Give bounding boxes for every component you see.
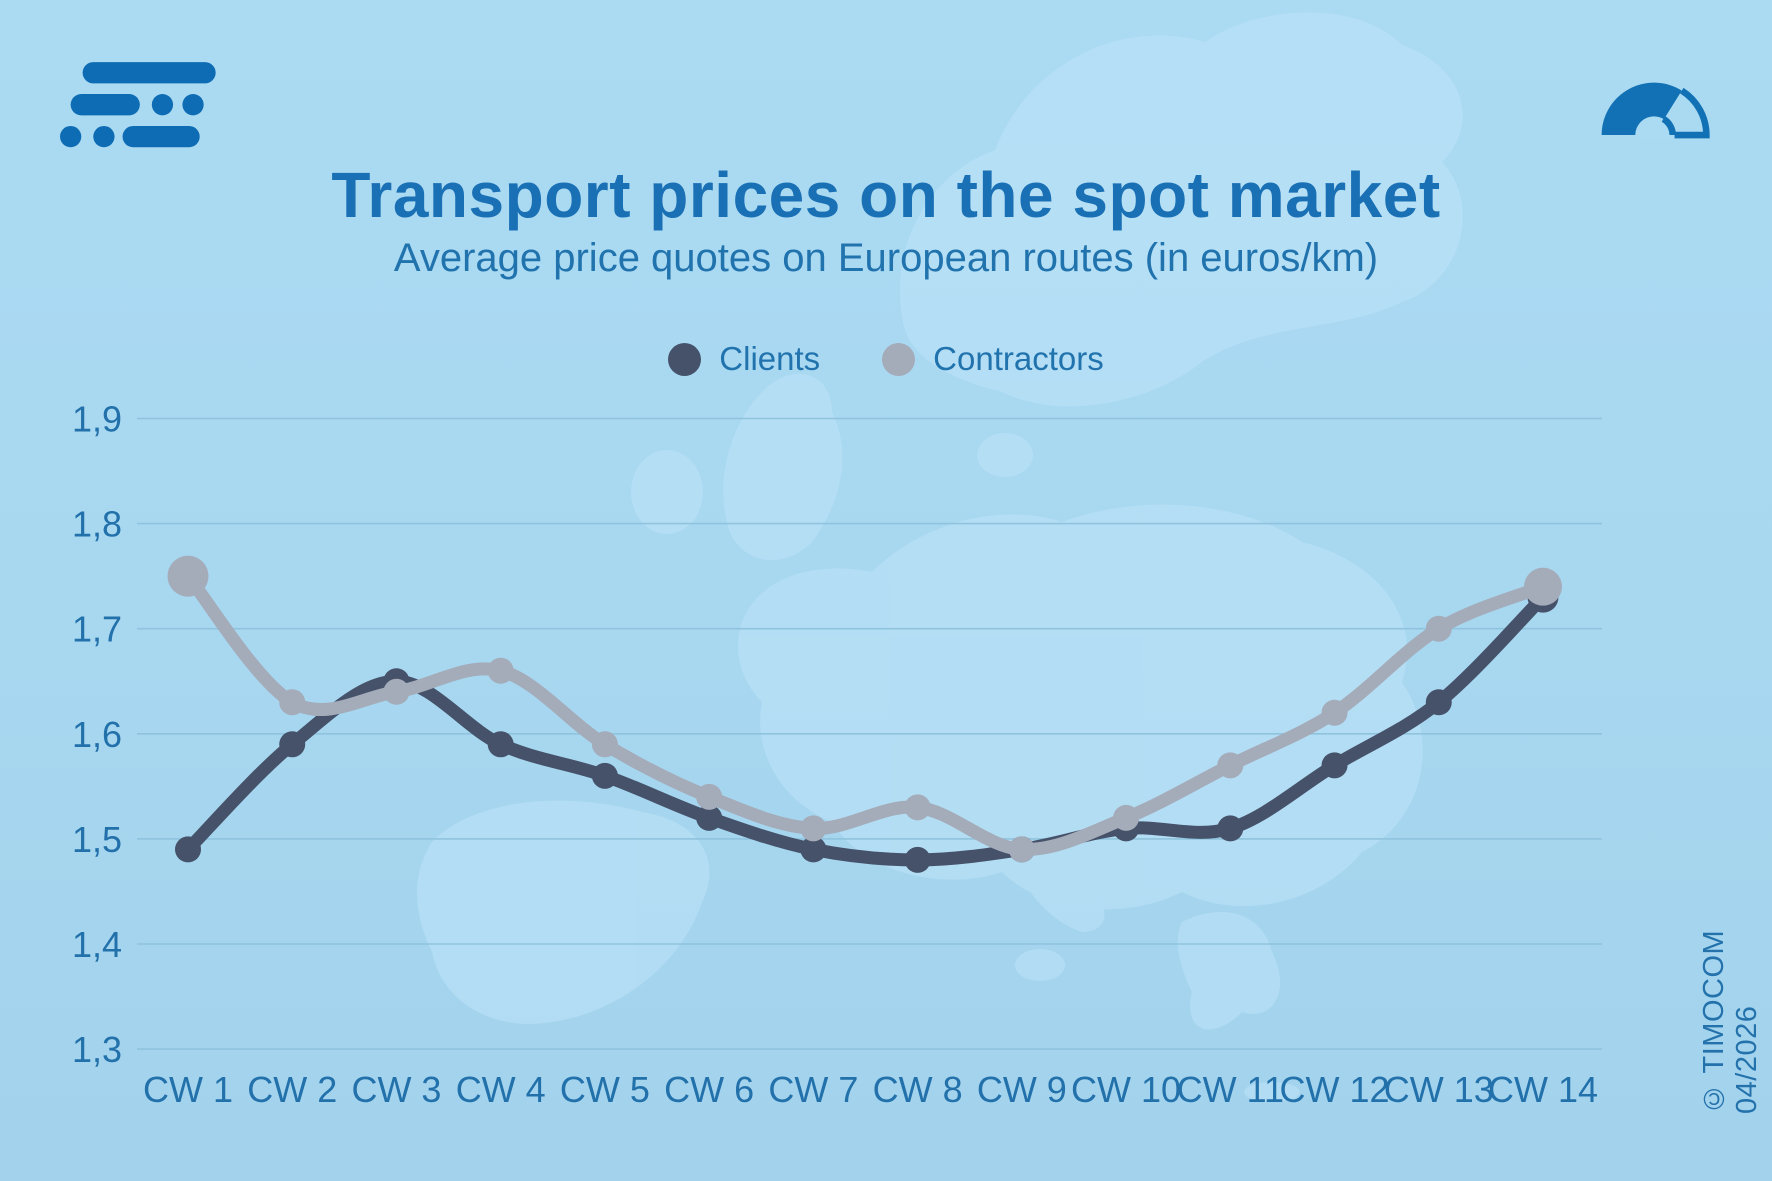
data-point-clients-cw13: [1425, 689, 1452, 716]
map-greece: [1177, 912, 1281, 1030]
data-point-clients-cw11: [1217, 815, 1244, 842]
x-tick-label: CW 1: [143, 1069, 233, 1110]
data-point-contractors-cw5: [591, 731, 618, 758]
data-point-clients-cw2: [279, 731, 306, 758]
legend-label: Contractors: [933, 340, 1104, 377]
speedometer-gauge-icon: [1601, 82, 1710, 139]
map-iberia: [417, 800, 710, 1024]
data-point-clients-cw7: [800, 836, 827, 863]
x-tick-label: CW 9: [977, 1069, 1067, 1110]
data-point-clients-cw8: [904, 846, 931, 873]
data-point-contractors-cw7: [800, 815, 827, 842]
x-tick-label: CW 12: [1280, 1069, 1390, 1110]
data-point-contractors-cw11: [1217, 752, 1244, 779]
map-britain: [723, 373, 843, 561]
legend-item-contractors: Contractors: [882, 340, 1104, 378]
data-point-contractors-cw13: [1425, 615, 1452, 642]
legend-label: Clients: [719, 340, 821, 377]
data-point-contractors-cw6: [696, 783, 723, 810]
page-subtitle: Average price quotes on European routes …: [393, 236, 1379, 280]
data-point-clients-cw12: [1321, 752, 1348, 779]
page-title: Transport prices on the spot market: [331, 159, 1441, 231]
map-crete: [1244, 1082, 1300, 1102]
data-point-contractors-cw12: [1321, 699, 1348, 726]
legend-item-clients: Clients: [668, 340, 820, 378]
data-point-contractors-cw10: [1113, 804, 1140, 831]
data-point-clients-cw6: [696, 804, 723, 831]
clients-series-dot: [668, 342, 702, 376]
x-tick-label: CW 4: [456, 1069, 546, 1110]
copyright-note: © TIMOCOM 04/2026: [1698, 929, 1763, 1114]
x-tick-label: CW 3: [351, 1069, 441, 1110]
data-point-clients-cw4: [487, 731, 514, 758]
map-denmark: [977, 433, 1033, 477]
x-tick-label: CW 8: [873, 1069, 963, 1110]
y-tick-label: 1,7: [72, 609, 122, 650]
y-tick-label: 1,6: [72, 714, 122, 755]
map-scandinavia: [899, 12, 1463, 407]
y-tick-label: 1,3: [72, 1029, 122, 1070]
brand-logo-icon: [60, 62, 216, 148]
data-point-contractors-cw1: [167, 555, 209, 597]
data-point-clients-cw5: [591, 762, 618, 789]
chart-legend: Clients Contractors: [0, 340, 1772, 378]
x-tick-label: CW 11: [1177, 1069, 1284, 1110]
data-point-contractors-cw2: [279, 689, 306, 716]
x-tick-label: CW 5: [560, 1069, 650, 1110]
x-tick-label: CW 6: [664, 1069, 754, 1110]
x-tick-label: CW 10: [1071, 1069, 1181, 1110]
y-tick-label: 1,4: [72, 924, 122, 965]
contractors-series-dot: [882, 342, 916, 376]
y-tick-label: 1,8: [72, 504, 122, 545]
data-point-contractors-cw4: [487, 657, 514, 684]
x-tick-label: CW 14: [1488, 1069, 1598, 1110]
x-tick-label: CW 7: [768, 1069, 858, 1110]
map-italy: [951, 713, 1105, 932]
x-tick-label: CW 13: [1384, 1069, 1494, 1110]
y-tick-label: 1,5: [72, 819, 122, 860]
data-point-contractors-cw3: [383, 678, 410, 705]
data-point-contractors-cw9: [1008, 836, 1035, 863]
data-point-contractors-cw8: [904, 794, 931, 821]
x-tick-label: CW 2: [247, 1069, 337, 1110]
map-sicily: [1015, 949, 1065, 981]
data-point-clients-cw1: [175, 836, 201, 863]
y-tick-label: 1,9: [72, 399, 122, 440]
data-point-contractors-cw14: [1523, 567, 1562, 606]
map-ireland: [631, 450, 703, 534]
